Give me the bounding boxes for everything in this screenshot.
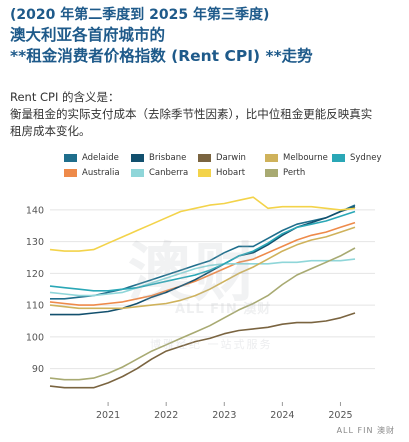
legend-swatch (265, 154, 278, 162)
legend-swatch (265, 169, 278, 177)
series-line-melbourne (49, 226, 356, 310)
description-line2: 衡量租金的实际支付成本（去除季节性因素），比中位租金更能反映真实 (10, 107, 373, 121)
title-main: 澳大利亚各首府城市的 (10, 26, 166, 44)
chart-title: (2020 年第二季度到 2025 年第三季度) 澳大利亚各首府城市的 **租金… (10, 6, 405, 67)
legend-swatch (64, 169, 77, 177)
legend-item-sydney: Sydney (332, 153, 399, 163)
brand-logo: ALL FIN 澳财 (336, 426, 395, 435)
y-tick-label: 120 (26, 269, 44, 280)
legend-item-darwin: Darwin (198, 153, 265, 163)
legend-label: Darwin (216, 153, 246, 163)
series-line-hobart (49, 196, 356, 252)
y-tick-label: 90 (32, 364, 44, 375)
x-tick-label: 2025 (328, 410, 352, 421)
x-tick-label: 2024 (270, 410, 294, 421)
legend-label: Perth (283, 168, 306, 178)
series-line-australia (49, 221, 356, 306)
legend-label: Brisbane (149, 153, 187, 163)
legend-item-perth: Perth (265, 168, 332, 178)
legend-swatch (198, 154, 211, 162)
legend-item-adelaide: Adelaide (64, 153, 131, 163)
legend-label: Melbourne (283, 153, 328, 163)
line-chart: 90 100 110 120 130 140 2021 2022 2023 2024 2025 (26, 196, 375, 421)
legend-item-brisbane: Brisbane (131, 153, 198, 163)
description-line3: 租房成本变化。 (10, 124, 91, 138)
legend-swatch (64, 154, 77, 162)
legend-label: Adelaide (82, 153, 119, 163)
series-line-perth (49, 247, 356, 381)
y-tick-label: 110 (26, 301, 44, 312)
x-tick-label: 2022 (154, 410, 178, 421)
title-date-range: (2020 年第二季度到 2025 年第三季度) (10, 7, 270, 23)
legend-item-hobart: Hobart (198, 168, 265, 178)
description-line1: Rent CPI 的含义是： (10, 90, 120, 104)
x-tick-label: 2023 (212, 410, 236, 421)
y-tick-label: 130 (26, 237, 44, 248)
y-tick-label: 100 (26, 332, 44, 343)
legend-label: Sydney (350, 153, 382, 163)
chart-legend: Adelaide Brisbane Darwin Melbourne Sydney Aus… (64, 153, 409, 178)
y-tick-label: 140 (26, 205, 44, 216)
x-tick-label: 2021 (96, 410, 120, 421)
series-line-canberra (49, 258, 356, 297)
series-line-darwin (49, 312, 356, 389)
legend-label: Hobart (216, 168, 246, 178)
title-subject: **租金消费者价格指数 (Rent CPI) **走势 (10, 47, 313, 65)
legend-item-australia: Australia (64, 168, 131, 178)
legend-label: Canberra (149, 168, 189, 178)
series-line-sydney (49, 210, 356, 292)
description: Rent CPI 的含义是： 衡量租金的实际支付成本（去除季节性因素），比中位租… (10, 89, 405, 140)
legend-item-canberra: Canberra (131, 168, 198, 178)
legend-swatch (131, 154, 144, 162)
series-line-adelaide (50, 204, 356, 300)
legend-swatch (131, 169, 144, 177)
legend-swatch (198, 169, 211, 177)
legend-label: Australia (82, 168, 120, 178)
legend-item-melbourne: Melbourne (265, 153, 332, 163)
legend-swatch (332, 154, 345, 162)
